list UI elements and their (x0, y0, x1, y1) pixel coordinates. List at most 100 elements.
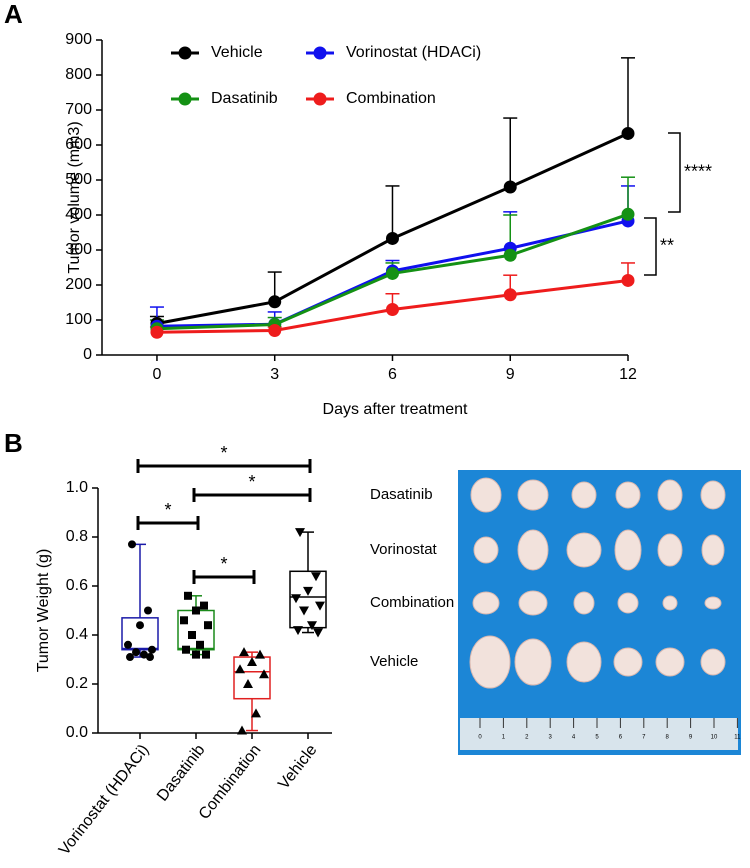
point (503, 248, 517, 262)
tumor (571, 481, 597, 509)
y-tick-label: 0.2 (66, 675, 88, 692)
tumor (514, 638, 552, 686)
point (192, 650, 200, 659)
point (247, 656, 257, 666)
tumor (700, 480, 726, 510)
photo-label: Dasatinib (370, 486, 433, 503)
point (303, 586, 313, 596)
point (136, 621, 144, 630)
point (243, 679, 253, 688)
ruler-label: 6 (619, 735, 623, 741)
y-tick-label: 0.6 (66, 577, 88, 594)
significance-label: * (164, 500, 171, 520)
ruler-label: 2 (525, 735, 529, 741)
point (235, 664, 245, 674)
significance-bracket (136, 516, 200, 530)
tumor (470, 477, 502, 513)
point (148, 645, 156, 654)
point (182, 645, 190, 654)
legend-marker (313, 46, 327, 60)
panel-label: B (4, 428, 23, 458)
ruler-label: 8 (666, 735, 670, 741)
point (200, 601, 208, 610)
y-tick-label: 0 (83, 346, 92, 363)
y-tick-label: 900 (65, 31, 92, 48)
point (196, 640, 204, 649)
x-tick-label: Vehicle (275, 742, 320, 793)
tumor (700, 648, 726, 676)
ruler-label: 1 (502, 735, 506, 741)
y-tick-label: 0.8 (66, 528, 88, 545)
legend-label: Combination (346, 90, 436, 107)
x-tick-label: 6 (388, 366, 397, 383)
x-tick-label: 3 (270, 366, 279, 383)
point (621, 273, 635, 287)
y-tick-label: 300 (65, 241, 92, 258)
significance-label: * (248, 472, 255, 492)
panel-label: A (4, 0, 23, 29)
error-bar (503, 117, 518, 187)
point (621, 126, 635, 140)
legend-label: Vehicle (211, 44, 263, 61)
point (385, 266, 399, 280)
tumor (704, 596, 722, 610)
tumor (473, 536, 499, 564)
significance-bracket (668, 132, 681, 213)
photo (458, 470, 741, 755)
tumor (517, 529, 549, 571)
point (251, 708, 261, 718)
point (188, 631, 196, 639)
point (184, 591, 192, 600)
point (385, 231, 399, 245)
point (202, 650, 210, 659)
y-tick-label: 500 (65, 171, 92, 188)
y-tick-label: 1.0 (66, 479, 88, 496)
point (259, 669, 269, 679)
tumor (469, 635, 511, 689)
x-tick-label: Vorinostat (HDACi) (56, 742, 153, 859)
point (299, 606, 309, 616)
tumor (613, 647, 643, 677)
ruler-label: 5 (595, 735, 599, 741)
point (144, 606, 152, 615)
significance-bracket (644, 217, 657, 276)
tumor (614, 529, 642, 571)
error-bar (385, 185, 400, 239)
point (313, 628, 323, 638)
point (150, 325, 164, 339)
legend-marker (313, 92, 327, 106)
x-tick-label: 12 (619, 366, 637, 383)
error-bar (621, 57, 635, 134)
significance-bracket (136, 459, 312, 473)
legend-marker (178, 46, 192, 60)
point (124, 640, 132, 649)
point (128, 540, 136, 549)
y-tick-label: 0.4 (66, 626, 88, 643)
photo-label: Combination (370, 594, 454, 611)
point (140, 650, 148, 659)
ruler-label: 0 (478, 735, 482, 741)
point (180, 616, 188, 625)
ruler-label: 4 (572, 735, 576, 741)
x-tick-label: Dasatinib (154, 742, 209, 805)
y-axis-title: Tumor Weight (g) (35, 549, 52, 673)
significance-label: * (220, 443, 227, 463)
y-tick-label: 700 (65, 101, 92, 118)
tumor (573, 591, 595, 615)
ruler-label: 11 (734, 735, 741, 741)
point (268, 324, 282, 337)
tumor (657, 479, 683, 511)
point (192, 606, 200, 615)
legend-label: Dasatinib (211, 90, 278, 107)
y-tick-label: 200 (65, 276, 92, 293)
point (237, 725, 247, 735)
ruler (460, 718, 738, 750)
point (132, 648, 140, 657)
point (621, 207, 635, 221)
y-axis-title: Tumor volume (mm3) (66, 121, 83, 273)
tumor (662, 595, 678, 611)
tumor (701, 534, 725, 566)
x-axis-title: Days after treatment (323, 401, 469, 418)
tumor (566, 641, 602, 683)
